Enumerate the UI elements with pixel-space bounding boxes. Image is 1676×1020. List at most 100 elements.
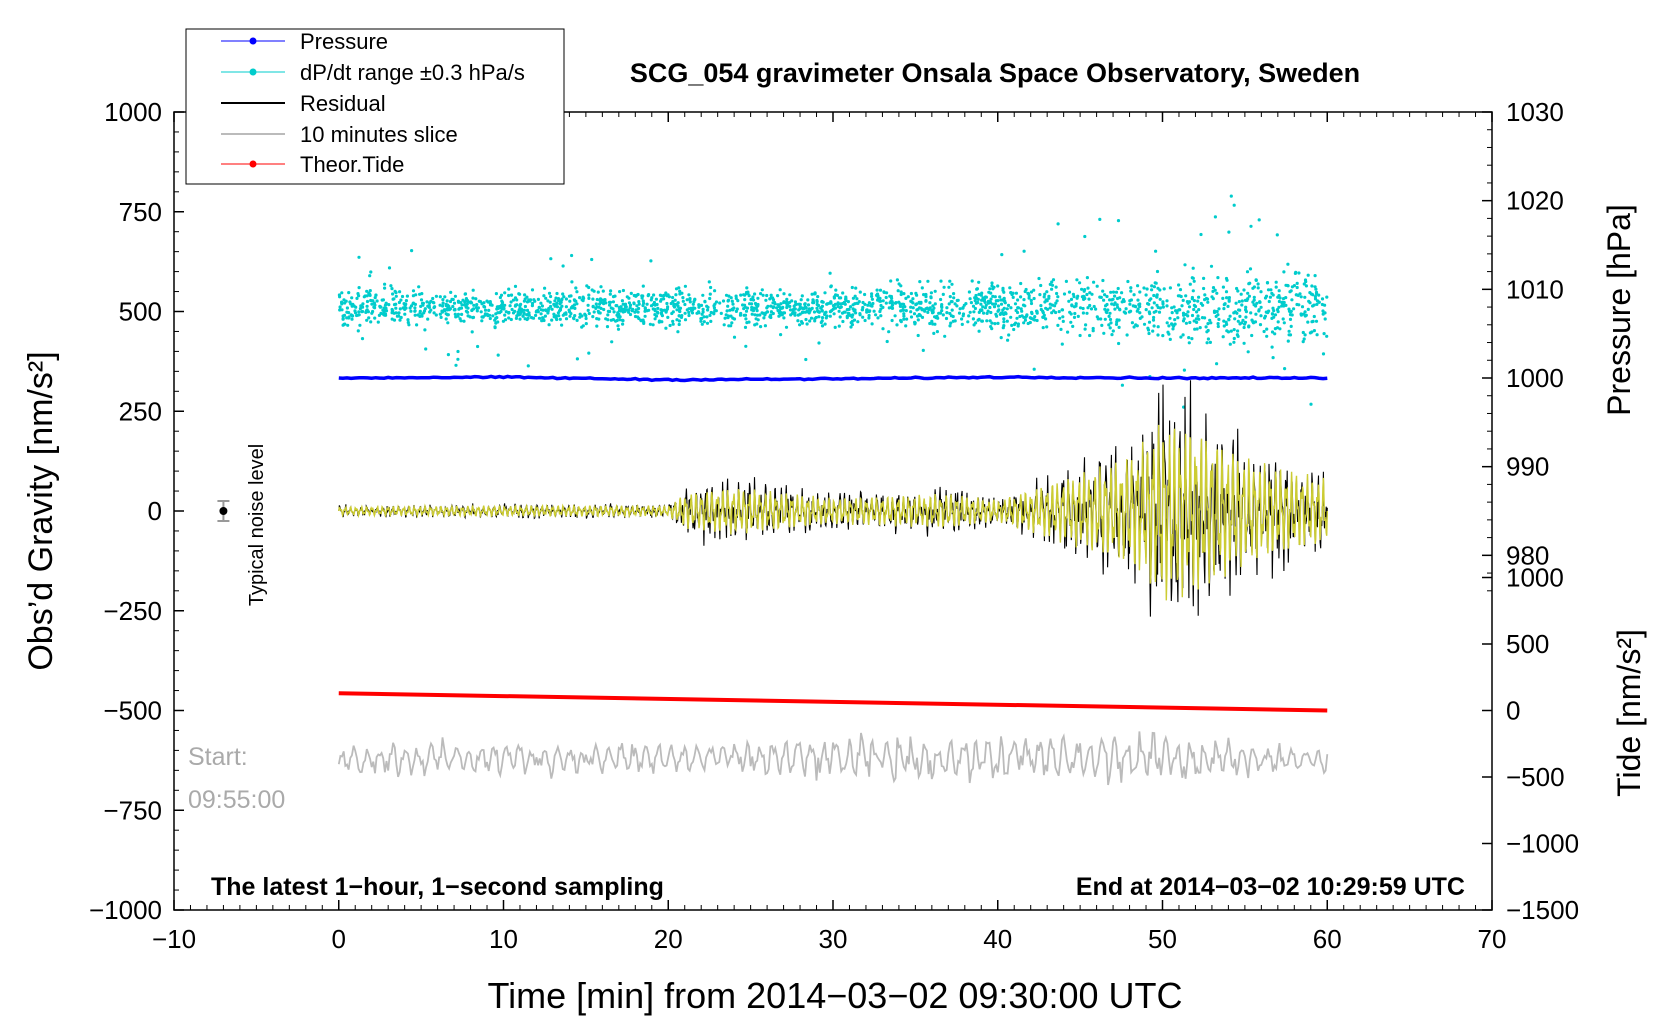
dpdt-point	[743, 325, 748, 329]
dpdt-point	[1029, 298, 1033, 303]
dpdt-point	[1075, 278, 1079, 282]
dpdt-point	[429, 308, 433, 312]
dpdt-point	[391, 309, 395, 313]
dpdt-point	[1112, 303, 1116, 307]
dpdt-point	[677, 286, 681, 290]
dpdt-point	[1154, 249, 1158, 253]
dpdt-point	[483, 308, 488, 312]
dpdt-point	[1116, 286, 1120, 291]
dpdt-point	[784, 325, 789, 329]
dpdt-point	[1170, 322, 1174, 326]
dpdt-point	[823, 291, 827, 295]
dpdt-point	[688, 300, 692, 304]
dpdt-point	[1271, 356, 1275, 360]
dpdt-point	[1227, 317, 1231, 321]
dpdt-point	[1192, 279, 1196, 283]
dpdt-point	[779, 333, 783, 337]
dpdt-point	[1286, 262, 1290, 266]
dpdt-point	[602, 298, 606, 302]
dpdt-point	[1222, 307, 1226, 311]
dpdt-point	[761, 293, 765, 297]
dpdt-point	[1263, 314, 1267, 318]
dpdt-point	[552, 315, 556, 319]
dpdt-point	[612, 310, 616, 314]
dpdt-point	[825, 302, 830, 306]
dpdt-point	[897, 300, 901, 304]
dpdt-point	[564, 305, 569, 309]
dpdt-point	[739, 311, 743, 316]
dpdt-point	[1215, 309, 1219, 314]
dpdt-point	[981, 305, 985, 309]
dpdt-point	[673, 298, 677, 302]
dpdt-point	[1078, 306, 1083, 310]
tide-tick-label: 500	[1506, 629, 1549, 659]
dpdt-point	[1181, 319, 1186, 323]
dpdt-point	[1067, 299, 1071, 303]
dpdt-point	[805, 322, 809, 326]
dpdt-point	[500, 300, 505, 305]
dpdt-point	[730, 299, 734, 303]
dpdt-point	[1270, 330, 1275, 334]
dpdt-point	[575, 318, 579, 322]
dpdt-point	[1120, 291, 1124, 295]
dpdt-point	[368, 289, 372, 293]
dpdt-point	[921, 348, 925, 352]
dpdt-point	[788, 300, 792, 304]
dpdt-point	[1132, 325, 1136, 329]
dpdt-point	[523, 293, 527, 297]
dpdt-point	[1323, 311, 1327, 315]
dpdt-point	[482, 301, 486, 305]
dpdt-point	[1216, 313, 1220, 317]
dpdt-point	[947, 285, 951, 289]
dpdt-point	[1013, 302, 1018, 306]
dpdt-point	[1308, 301, 1312, 305]
x-tick-label: 70	[1478, 924, 1507, 954]
dpdt-point	[1082, 289, 1086, 293]
dpdt-point	[1187, 305, 1192, 309]
dpdt-point	[1161, 305, 1165, 309]
dpdt-point	[913, 322, 917, 326]
dpdt-point	[1054, 310, 1058, 315]
dpdt-point	[1114, 322, 1119, 326]
dpdt-point	[1182, 405, 1186, 409]
dpdt-point	[1229, 329, 1233, 333]
dpdt-point	[1073, 311, 1077, 316]
tide-tick-label: −500	[1506, 762, 1565, 792]
dpdt-point	[1270, 345, 1274, 349]
dpdt-point	[413, 302, 417, 306]
dpdt-point	[980, 291, 984, 295]
dpdt-point	[1045, 325, 1049, 329]
dpdt-point	[446, 303, 450, 307]
dpdt-point	[662, 297, 666, 301]
dpdt-point	[1212, 309, 1217, 313]
dpdt-point	[568, 314, 572, 318]
dpdt-point	[766, 304, 770, 308]
dpdt-point	[1292, 284, 1296, 288]
dpdt-point	[899, 290, 903, 294]
dpdt-point	[812, 292, 817, 296]
dpdt-point	[1274, 285, 1278, 289]
dpdt-point	[685, 298, 689, 302]
dpdt-point	[1050, 287, 1054, 291]
dpdt-point	[1190, 295, 1194, 300]
dpdt-point	[480, 319, 484, 323]
dpdt-point	[991, 287, 995, 291]
dpdt-point	[997, 308, 1001, 312]
dpdt-point	[1277, 289, 1281, 293]
dpdt-point	[851, 296, 856, 300]
y-tick-label: 250	[119, 396, 162, 426]
dpdt-point	[828, 310, 833, 314]
dpdt-point	[1046, 307, 1050, 311]
dpdt-point	[763, 313, 767, 317]
dpdt-point	[939, 297, 943, 302]
dpdt-point	[1251, 300, 1255, 304]
dpdt-point	[1090, 292, 1094, 296]
dpdt-point	[968, 297, 972, 301]
dpdt-point	[1001, 308, 1005, 312]
dpdt-point	[494, 312, 498, 316]
dpdt-point	[841, 319, 845, 324]
dpdt-point	[1016, 324, 1020, 328]
dpdt-point	[419, 298, 424, 302]
dpdt-point	[1259, 314, 1263, 318]
dpdt-point	[878, 296, 882, 300]
